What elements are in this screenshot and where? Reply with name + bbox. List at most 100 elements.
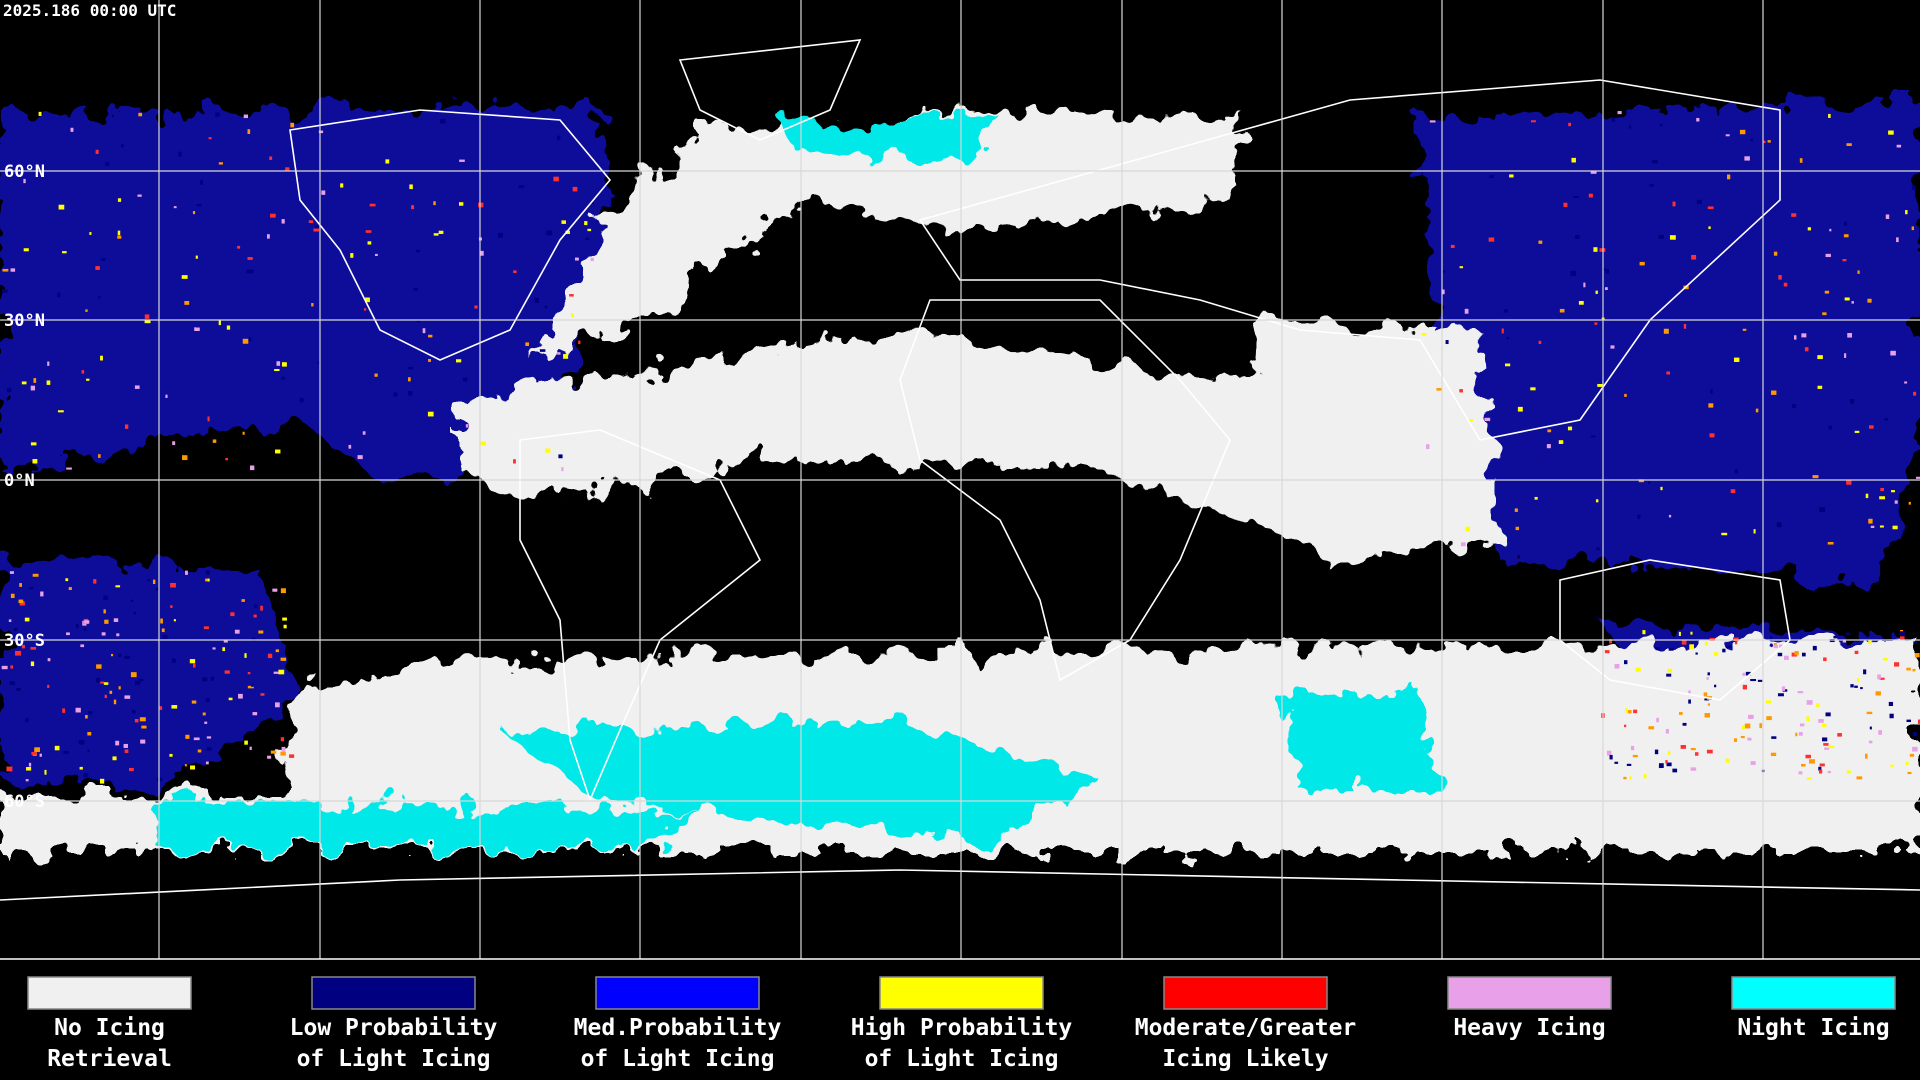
icing-speckle bbox=[1590, 170, 1597, 174]
icing-speckle bbox=[1879, 496, 1886, 500]
icing-speckle bbox=[1660, 486, 1663, 491]
icing-speckle bbox=[192, 211, 196, 215]
icing-speckle bbox=[1845, 632, 1851, 635]
icing-speckle bbox=[1680, 745, 1686, 749]
icing-speckle bbox=[130, 599, 134, 602]
icing-speckle bbox=[104, 619, 109, 624]
icing-speckle bbox=[1808, 759, 1815, 764]
icing-speckle bbox=[9, 681, 15, 685]
icing-speckle bbox=[99, 681, 105, 684]
icing-speckle bbox=[587, 228, 592, 232]
icing-speckle bbox=[365, 297, 370, 303]
icing-speckle bbox=[83, 628, 87, 631]
icing-speckle bbox=[212, 647, 216, 650]
icing-speckle bbox=[1604, 650, 1610, 654]
icing-speckle bbox=[536, 378, 539, 383]
icing-speckle bbox=[1783, 282, 1788, 287]
icing-speckle bbox=[1611, 117, 1616, 122]
icing-speckle bbox=[311, 303, 314, 307]
night-icing-region bbox=[500, 720, 1100, 840]
icing-speckle bbox=[70, 127, 74, 132]
icing-speckle bbox=[1426, 444, 1430, 450]
icing-speckle bbox=[1844, 221, 1847, 226]
icing-speckle bbox=[539, 349, 546, 352]
icing-speckle bbox=[101, 632, 106, 636]
icing-speckle bbox=[565, 230, 570, 235]
icing-speckle bbox=[1633, 709, 1638, 714]
icing-speckle bbox=[26, 767, 32, 771]
icing-speckle bbox=[1742, 725, 1745, 730]
icing-speckle bbox=[280, 588, 286, 594]
icing-speckle bbox=[16, 688, 21, 691]
icing-speckle bbox=[1665, 728, 1669, 734]
icing-speckle bbox=[1778, 275, 1782, 280]
icing-speckle bbox=[1538, 240, 1543, 244]
icing-speckle bbox=[30, 442, 37, 446]
icing-speckle bbox=[25, 779, 29, 782]
icing-speckle bbox=[1578, 300, 1584, 305]
icing-speckle bbox=[1846, 770, 1851, 774]
icing-speckle bbox=[357, 455, 363, 460]
icing-speckle bbox=[228, 697, 233, 701]
icing-speckle bbox=[1515, 526, 1520, 531]
icing-speckle bbox=[1877, 674, 1881, 680]
icing-speckle bbox=[1530, 387, 1536, 391]
icing-speckle bbox=[204, 721, 208, 724]
icing-speckle bbox=[1742, 672, 1746, 676]
icing-speckle bbox=[47, 658, 51, 662]
icing-speckle bbox=[118, 653, 122, 658]
legend-swatch bbox=[1731, 976, 1896, 1010]
icing-speckle bbox=[348, 444, 352, 449]
icing-speckle bbox=[318, 130, 324, 134]
icing-speckle bbox=[21, 644, 25, 649]
icing-speckle bbox=[162, 634, 168, 639]
icing-speckle bbox=[104, 694, 107, 699]
icing-speckle bbox=[65, 578, 69, 582]
icing-speckle bbox=[23, 178, 26, 184]
icing-speckle bbox=[103, 682, 109, 685]
icing-speckle bbox=[30, 647, 37, 650]
icing-speckle bbox=[1783, 655, 1789, 661]
icing-speckle bbox=[281, 219, 285, 224]
icing-speckle bbox=[513, 270, 517, 274]
icing-speckle bbox=[96, 664, 102, 669]
legend-swatch bbox=[595, 976, 760, 1010]
icing-speckle bbox=[1779, 644, 1783, 649]
icing-speckle bbox=[1538, 340, 1542, 345]
icing-speckle bbox=[1806, 777, 1812, 780]
icing-speckle bbox=[1824, 290, 1830, 294]
icing-speckle bbox=[282, 617, 287, 621]
icing-speckle bbox=[1672, 768, 1678, 773]
legend-swatch bbox=[1447, 976, 1612, 1010]
icing-speckle bbox=[39, 753, 42, 757]
icing-speckle bbox=[1696, 199, 1702, 204]
icing-speckle bbox=[1906, 667, 1911, 671]
icing-speckle bbox=[478, 202, 484, 208]
icing-speckle bbox=[208, 137, 212, 140]
icing-speckle bbox=[247, 685, 254, 689]
icing-speckle bbox=[1629, 125, 1632, 129]
icing-speckle bbox=[1896, 237, 1899, 243]
icing-speckle bbox=[113, 618, 119, 622]
icing-speckle bbox=[1689, 644, 1694, 650]
icing-speckle bbox=[1799, 158, 1803, 163]
icing-speckle bbox=[1638, 479, 1644, 483]
icing-speckle bbox=[134, 718, 139, 723]
icing-speckle bbox=[1879, 525, 1884, 528]
lat-label: 30°S bbox=[4, 631, 45, 651]
icing-speckle bbox=[1805, 754, 1811, 759]
icing-speckle bbox=[1894, 662, 1900, 667]
icing-speckle bbox=[1609, 754, 1613, 760]
icing-speckle bbox=[249, 746, 252, 750]
icing-speckle bbox=[100, 355, 103, 361]
night-icing-region bbox=[1280, 690, 1440, 790]
icing-speckle bbox=[1706, 677, 1709, 680]
icing-speckle bbox=[1842, 640, 1847, 643]
icing-speckle bbox=[1704, 713, 1711, 718]
icing-speckle bbox=[1870, 525, 1875, 529]
icing-speckle bbox=[9, 571, 14, 574]
icing-speckle bbox=[1740, 735, 1745, 739]
icing-speckle bbox=[1837, 733, 1842, 737]
graticule bbox=[0, 0, 1920, 959]
icing-speckle bbox=[1558, 440, 1564, 444]
